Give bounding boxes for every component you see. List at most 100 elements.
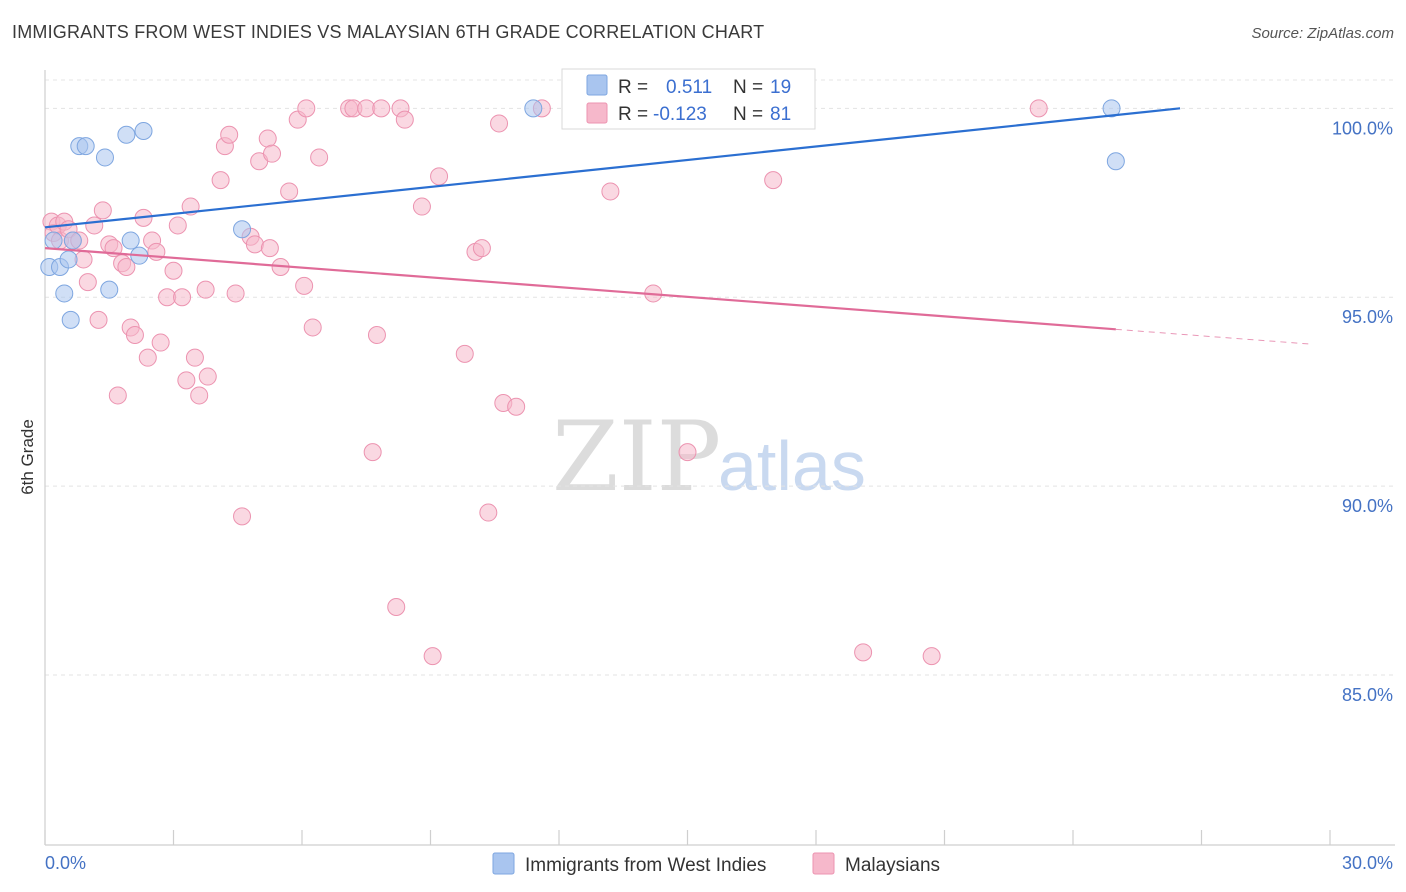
stats-legend: R = 0.511 N = 19 R = -0.123 N = 81 <box>561 68 816 130</box>
malaysians-trend-line <box>44 247 1116 331</box>
malaysians-point-25 <box>158 288 177 307</box>
y-tick-label-0: 100.0% <box>1332 118 1393 138</box>
source-label: Source: ZipAtlas.com <box>1251 25 1394 42</box>
malaysians-point-49 <box>295 276 314 295</box>
west-indies-point-5 <box>61 310 80 329</box>
west-indies-point-9 <box>95 148 114 167</box>
malaysians-point-52 <box>310 148 329 167</box>
watermark-atlas: atlas <box>718 427 866 505</box>
malaysians-point-67 <box>472 239 491 258</box>
legend-swatch-west-indies <box>586 74 608 96</box>
watermark-zip: ZIP <box>552 401 721 513</box>
trend-lines <box>44 107 1309 345</box>
malaysians-point-47 <box>280 182 299 201</box>
malaysians-point-43 <box>258 129 277 148</box>
west-indies-point-18 <box>1106 152 1125 171</box>
malaysians-point-44 <box>260 239 279 258</box>
west-indies-point-1 <box>44 231 63 250</box>
west-indies-point-16 <box>524 99 543 118</box>
chart-title: IMMIGRANTS FROM WEST INDIES VS MALAYSIAN… <box>12 22 765 42</box>
series-legend: Immigrants from West Indies Malaysians <box>492 852 940 876</box>
legend-n-label-1: N = <box>733 77 763 98</box>
malaysians-point-37 <box>220 125 239 144</box>
data-points <box>40 99 1125 666</box>
malaysians-point-33 <box>196 280 215 299</box>
malaysians-point-26 <box>164 261 183 280</box>
y-axis-label: 6th Grade <box>18 419 37 495</box>
legend-r-value-2: -0.123 <box>653 104 707 125</box>
legend-swatch-malaysians <box>586 102 608 124</box>
west-indies-point-15 <box>233 220 252 239</box>
malaysians-point-68 <box>479 503 498 522</box>
malaysians-point-41 <box>245 235 264 254</box>
legend-n-label-2: N = <box>733 104 763 125</box>
west-indies-trend-line <box>44 107 1181 229</box>
x-tick-label-end: 30.0% <box>1342 853 1393 873</box>
malaysians-point-71 <box>507 397 526 416</box>
malaysians-point-64 <box>430 167 449 186</box>
malaysians-point-55 <box>357 99 376 118</box>
malaysians-point-63 <box>423 647 442 666</box>
west-indies-point-3 <box>55 284 74 303</box>
malaysians-point-32 <box>190 386 209 405</box>
malaysians-point-51 <box>303 318 322 337</box>
malaysians-point-76 <box>678 443 697 462</box>
malaysians-point-28 <box>173 288 192 307</box>
x-axis-ticks <box>44 830 1331 845</box>
west-indies-point-14 <box>134 122 153 140</box>
malaysians-point-78 <box>854 643 873 662</box>
series-legend-label-west-indies: Immigrants from West Indies <box>525 855 766 876</box>
malaysians-point-21 <box>138 348 157 367</box>
west-indies-point-11 <box>117 125 136 144</box>
x-tick-labels: 0.0% 30.0% <box>45 853 1393 873</box>
west-indies-point-10 <box>100 280 119 299</box>
malaysians-point-24 <box>151 333 170 352</box>
malaysians-point-61 <box>395 110 414 129</box>
malaysians-point-39 <box>233 507 252 526</box>
west-indies-point-12 <box>121 231 140 250</box>
malaysians-trend-extension <box>1115 328 1309 345</box>
malaysians-point-57 <box>367 326 386 344</box>
malaysians-point-17 <box>117 258 136 276</box>
y-tick-label-2: 90.0% <box>1342 496 1393 516</box>
malaysians-point-19 <box>125 326 144 344</box>
malaysians-point-65 <box>455 344 474 363</box>
malaysians-point-8 <box>74 250 93 269</box>
legend-r-label-2: R = <box>618 104 648 125</box>
malaysians-point-15 <box>108 386 127 405</box>
series-legend-label-malaysians: Malaysians <box>845 855 940 876</box>
malaysians-point-73 <box>601 182 620 201</box>
legend-r-value-1: 0.511 <box>666 77 712 98</box>
west-indies-point-8 <box>76 137 95 156</box>
malaysians-point-34 <box>198 367 217 386</box>
grid-lines <box>45 79 1395 676</box>
legend-r-label-1: R = <box>618 77 648 98</box>
malaysians-point-80 <box>1029 99 1048 118</box>
malaysians-point-56 <box>363 443 382 462</box>
malaysians-point-45 <box>263 144 282 163</box>
west-indies-point-17 <box>1102 99 1121 118</box>
legend-n-value-2: 81 <box>770 104 791 125</box>
malaysians-point-50 <box>297 99 316 118</box>
malaysians-point-77 <box>764 171 783 190</box>
malaysians-point-38 <box>226 284 245 303</box>
malaysians-point-9 <box>78 273 97 292</box>
malaysians-point-29 <box>177 371 196 390</box>
series-legend-swatch-west-indies <box>492 852 515 875</box>
y-tick-label-3: 85.0% <box>1342 685 1393 705</box>
series-legend-swatch-malaysians <box>812 852 835 875</box>
watermark: ZIP atlas <box>552 401 866 513</box>
west-indies-point-6 <box>63 231 82 250</box>
malaysians-point-11 <box>89 310 108 329</box>
malaysians-point-79 <box>922 647 941 666</box>
malaysians-point-62 <box>412 197 431 216</box>
west-indies-point-4 <box>59 250 78 269</box>
malaysians-point-35 <box>211 171 230 190</box>
malaysians-point-69 <box>490 114 509 133</box>
malaysians-point-58 <box>372 99 391 118</box>
x-tick-label-start: 0.0% <box>45 853 86 873</box>
malaysians-point-12 <box>93 201 112 220</box>
malaysians-point-31 <box>185 348 204 367</box>
malaysians-point-27 <box>168 216 187 235</box>
